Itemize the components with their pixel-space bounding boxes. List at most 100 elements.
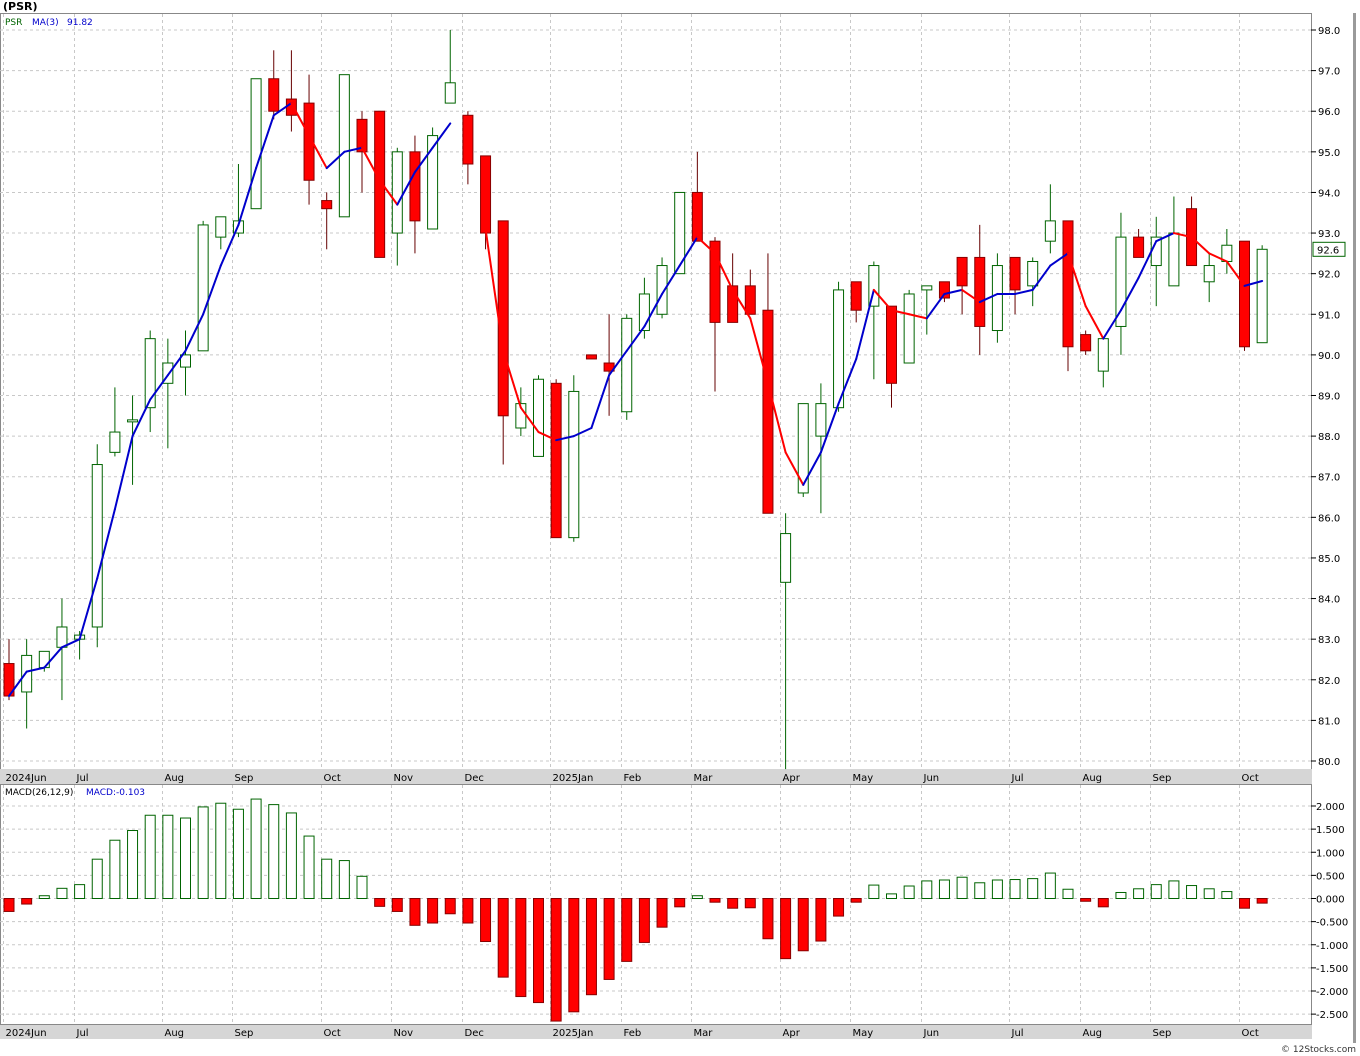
legend-symbol: PSR [5,18,22,28]
macd-bar-positive [215,802,227,899]
candle-up [921,285,933,291]
date-tick-label: Sep [235,773,254,784]
candle-down [1133,236,1145,258]
macd-bar-negative [515,898,527,998]
candle-down [374,110,386,258]
ma-segment [908,313,928,320]
date-band-bottom [0,1025,1312,1039]
ma-segment [590,374,611,429]
ma-segment [290,102,311,137]
macd-histogram [3,798,1268,1022]
candle-up [621,317,633,413]
candle-down [356,118,368,153]
macd-bar-positive [1186,885,1198,899]
price-tick-label: 80.0 [1318,757,1340,768]
ma-segment [25,666,46,673]
candle-up [38,650,50,669]
ma-segment [1208,252,1228,263]
candle-up [1256,248,1268,344]
ma-segment [255,114,275,170]
date-tick-label: Jun [923,773,940,784]
ma-segment [502,349,522,409]
candle-up [1097,338,1109,372]
candle-up [833,289,845,409]
candle-down [1062,220,1074,348]
ma-segment [8,670,28,698]
macd-bar-positive [886,893,897,899]
ma-segment [961,288,981,304]
date-tick-label: Nov [394,773,414,784]
ma-segment [1190,236,1211,255]
date-tick-label: 2025Jan [553,1028,594,1039]
ma-segment [431,122,452,149]
macd-bar-positive [1203,888,1215,899]
candle-down [727,285,739,323]
date-tick-label: Feb [624,773,642,784]
price-tick-label: 92.0 [1318,270,1340,281]
macd-bar-positive [38,895,50,899]
ma-segment [237,167,258,226]
ma-segment [166,349,187,377]
macd-bar-negative [533,898,544,1004]
date-tick-label: Oct [1242,1028,1259,1039]
macd-bar-negative [585,898,597,996]
price-tick-label: 96.0 [1318,107,1340,118]
price-tick-label: 84.0 [1318,595,1340,606]
candle-up [250,78,262,210]
candle-up [1044,220,1056,242]
macd-tick-label: -1.500 [1316,964,1348,975]
macd-bar-positive [1133,888,1145,899]
macd-bar-negative [656,898,668,928]
candle-down [956,256,968,287]
macd-tick-label: -2.000 [1316,987,1348,998]
ma-segment [872,288,893,312]
candle-down [762,309,774,514]
ma-segment [219,223,240,267]
macd-bar-positive [991,879,1003,899]
ma-segment [308,134,328,170]
ma-segment [625,325,646,352]
ma-segment [149,374,169,401]
macd-bar-negative [1256,898,1268,904]
ma-segment [643,292,664,328]
macd-bar-negative [850,898,862,903]
ma-segment [184,313,205,352]
macd-bar-positive [1027,878,1039,899]
watermark: © 12Stocks.com [1281,1045,1356,1055]
candle-down [285,98,297,116]
price-tick-label: 83.0 [1318,635,1340,646]
macd-bar-positive [1009,879,1021,899]
date-band-top [0,769,1312,784]
ma-segment [43,646,63,669]
date-axis-bottom: 2024Jun Jul Aug Sep Oct Nov Dec 2025Jan Feb Mar Ap… [6,1028,1259,1039]
macd-tick-label: 0.500 [1316,871,1345,882]
candle-up [868,265,880,307]
price-tick-label: 91.0 [1318,310,1340,321]
date-tick-label: May [853,773,874,784]
candle-up [391,151,403,234]
date-tick-label: May [853,1028,874,1039]
legend-macd-label: MACD(26,12,9) [5,788,73,798]
ma-segment [96,508,116,580]
price-tick-label: 90.0 [1318,351,1340,362]
date-tick-label: Feb [624,1028,642,1039]
ma-segment [343,146,363,153]
ma-segment [396,171,416,206]
date-tick-label: Oct [1242,773,1259,784]
macd-bar-negative [603,898,615,980]
date-tick-label: Sep [1153,773,1172,784]
macd-bar-negative [638,898,650,943]
macd-bar-positive [868,884,880,900]
candle-up [674,191,686,275]
ma-segment [1102,309,1122,340]
macd-bar-negative [497,898,509,978]
ma-segment [1225,260,1246,287]
macd-bar-negative [480,898,492,943]
candle-up [144,338,156,409]
date-tick-label: Aug [165,773,185,784]
date-tick-label: Apr [783,1028,801,1039]
macd-tick-label: -2.500 [1316,1010,1348,1021]
macd-bar-positive [250,798,262,899]
ma-segment [272,102,293,117]
